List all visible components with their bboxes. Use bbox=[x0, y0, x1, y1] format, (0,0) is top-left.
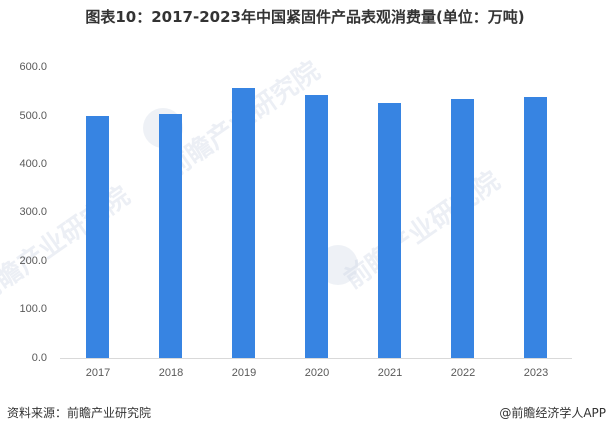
x-tick-label: 2019 bbox=[231, 367, 257, 379]
y-tick-label: 0.0 bbox=[31, 352, 47, 364]
y-tick-label: 100.0 bbox=[19, 303, 47, 315]
y-tick-label: 400.0 bbox=[19, 158, 47, 170]
x-tick-label: 2017 bbox=[85, 367, 111, 379]
y-tick-label: 300.0 bbox=[19, 206, 47, 218]
bar-2019 bbox=[232, 88, 255, 358]
x-tick-label: 2018 bbox=[158, 367, 184, 379]
bar-2022 bbox=[451, 99, 474, 358]
x-tick-label: 2021 bbox=[377, 367, 403, 379]
x-tick-label: 2022 bbox=[450, 367, 476, 379]
x-tick-label: 2020 bbox=[304, 367, 330, 379]
x-axis-line bbox=[60, 358, 572, 359]
watermark-text: 前瞻产业研究院 bbox=[0, 181, 136, 311]
watermark-text: 前瞻产业研究院 bbox=[339, 166, 506, 296]
y-tick-label: 200.0 bbox=[19, 255, 47, 267]
source-note: 资料来源：前瞻产业研究院 bbox=[7, 406, 152, 420]
bar-2017 bbox=[86, 116, 109, 358]
bar-2018 bbox=[159, 114, 182, 358]
y-tick-label: 600.0 bbox=[19, 61, 47, 73]
x-tick-label: 2023 bbox=[523, 367, 549, 379]
bar-2020 bbox=[305, 95, 328, 358]
bar-2023 bbox=[524, 96, 547, 358]
chart-title: 图表10：2017-2023年中国紧固件产品表观消费量(单位：万吨) bbox=[85, 8, 525, 26]
y-tick-label: 500.0 bbox=[19, 110, 47, 122]
bar-2021 bbox=[378, 103, 401, 358]
credit-note: @前瞻经济学人APP bbox=[499, 406, 606, 420]
